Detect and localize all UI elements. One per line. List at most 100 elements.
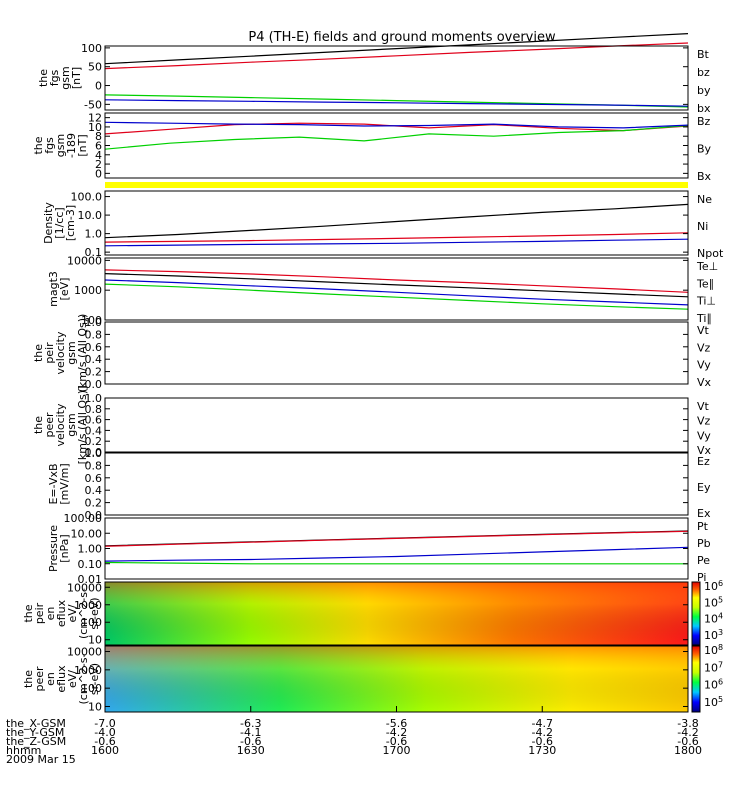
legend-Vx: Vx <box>697 444 712 457</box>
ytick-label: 0.8 <box>85 459 103 472</box>
ytick-label: 0.1 <box>85 246 103 259</box>
colorbar <box>691 645 701 713</box>
ytick-label: 10.0 <box>78 209 103 222</box>
series-Ne-line <box>104 232 689 243</box>
ytick-label: 10.00 <box>71 527 103 540</box>
series-Pi-line <box>104 546 689 562</box>
ylabel-line: (cm^2-s- <box>77 654 90 705</box>
ylabel-line: [eV] <box>58 278 71 301</box>
ytick-label: 100.00 <box>64 512 103 525</box>
panel-frame <box>104 397 689 453</box>
colorbar-label: 103 <box>704 628 723 642</box>
footer-value: -0.6 <box>532 735 553 748</box>
ylabel-line: Pressure <box>47 525 60 572</box>
legend-Vt: Vt <box>697 324 710 337</box>
ytick-label: 10000 <box>67 646 102 659</box>
ytick-label: 0.6 <box>85 472 103 485</box>
panels: Btbzbybx100500-50thefgsgsm[nT]BzByBx1210… <box>22 33 724 713</box>
ylabel-line: velocity <box>54 331 67 374</box>
colorbar-label: 108 <box>704 643 723 657</box>
ytick-label: 0 <box>95 167 102 180</box>
series-Pe-line <box>104 561 688 565</box>
ytick-label: 1000 <box>74 284 102 297</box>
panel-peir_eflux: 106 105 104 103 10000 1000 100 10 thepeireneflux… <box>22 579 723 647</box>
ylabel-line: the <box>22 604 35 622</box>
ytick-label: 0.0 <box>85 378 103 391</box>
panel-density: Ne Ni Npot 100.0 10.0 1.0 0.1 Density[1/cc][cm-… <box>42 190 724 260</box>
panel-frame <box>104 190 689 256</box>
ytick-label: 10000 <box>67 254 102 267</box>
panel-frame <box>104 452 689 516</box>
ytick-label: 100 <box>81 42 102 55</box>
colorbar-label: 106 <box>704 678 723 692</box>
ytick-label: 2 <box>95 158 102 171</box>
panel-peirvel: Vt Vz Vy Vx 1.00.80.60.40.20.0 thepeirvelocit… <box>32 314 712 393</box>
ylabel-line: [nT] <box>76 134 89 156</box>
legend-Vz: Vz <box>697 415 711 428</box>
panel-frame <box>104 45 689 111</box>
ytick-label: 0.2 <box>85 366 103 379</box>
ytick-label: 0.2 <box>85 435 103 448</box>
ylabel-line: en <box>44 607 57 621</box>
footer-value: -6.3 <box>240 717 261 730</box>
series-Pb-line <box>104 530 689 547</box>
legend-Ti∥: Ti∥ <box>696 312 712 325</box>
series-By-line <box>104 124 689 150</box>
ylabel-line: gsm <box>59 66 72 89</box>
ylabel-line: the <box>37 69 50 87</box>
footer-value: 1730 <box>528 744 556 757</box>
footer-value: 1800 <box>674 744 702 757</box>
ylabel-line: eflux <box>55 665 68 693</box>
legend-bx: bx <box>697 102 711 115</box>
colorbar-label: 104 <box>704 612 723 626</box>
colorbar-label: 105 <box>704 595 723 609</box>
legend-Ey: Ey <box>697 481 711 494</box>
ytick-label: 10 <box>88 700 102 713</box>
series-Ti⊥-line <box>104 279 689 306</box>
footer-value: -3.8 <box>677 717 698 730</box>
ytick-label: 8 <box>95 130 102 143</box>
footer-value: 1600 <box>91 744 119 757</box>
legend-Vy: Vy <box>697 359 711 372</box>
footer-value: -0.6 <box>240 735 261 748</box>
panel-pressure: Pt Pb Pe Pi 100.00 10.00 1.00 0.10 0.01 Pressure[… <box>47 512 711 586</box>
ytick-label: 0.4 <box>85 353 103 366</box>
ylabel-line: the <box>32 416 45 434</box>
legend-Bz: Bz <box>697 115 711 128</box>
spectrogram-overlay <box>105 646 688 712</box>
ylabel-line: sr-eV) <box>88 663 101 695</box>
ytick-label: 0.2 <box>85 497 103 510</box>
ylabel-line: fgs <box>43 137 56 154</box>
ytick-label: 6 <box>95 140 102 153</box>
ylabel-line: (cm^2-s- <box>77 588 90 639</box>
footer-value: -4.0 <box>94 726 115 739</box>
ytick-label: 1.0 <box>85 316 103 329</box>
legend-Ex: Ex <box>697 507 711 520</box>
legend-Ni: Ni <box>697 220 708 233</box>
ylabel-line: the <box>32 344 45 362</box>
colorbar <box>691 581 701 646</box>
panel-frame <box>104 321 689 385</box>
ylabel-line: magt3 <box>47 271 60 307</box>
ylabel-line: eflux <box>55 599 68 627</box>
legend-Pi: Pi <box>697 571 706 584</box>
series-Ti∥-line <box>104 283 689 310</box>
legend-Pe: Pe <box>697 554 710 567</box>
ytick-label: 1.00 <box>78 543 103 556</box>
ytick-label: 0.0 <box>85 509 103 522</box>
footer-value: -4.1 <box>240 726 261 739</box>
legend-bz: bz <box>697 66 710 79</box>
ylabel-line: gsm <box>65 413 78 436</box>
ytick-label: 1000 <box>74 664 102 677</box>
ytick-label: 0.10 <box>78 558 103 571</box>
ytick-label: 10 <box>88 634 102 647</box>
ylabel-line: eV/ <box>66 604 79 622</box>
ylabel-line: E=-VxB <box>47 463 60 504</box>
ytick-label: 100 <box>81 314 102 327</box>
footer-value: 1630 <box>237 744 265 757</box>
ytick-label: 0.0 <box>85 446 103 459</box>
ylabel-line: the <box>22 670 35 688</box>
legend-Bt: Bt <box>697 48 710 61</box>
ylabel-line: sr-eV) <box>88 597 101 629</box>
